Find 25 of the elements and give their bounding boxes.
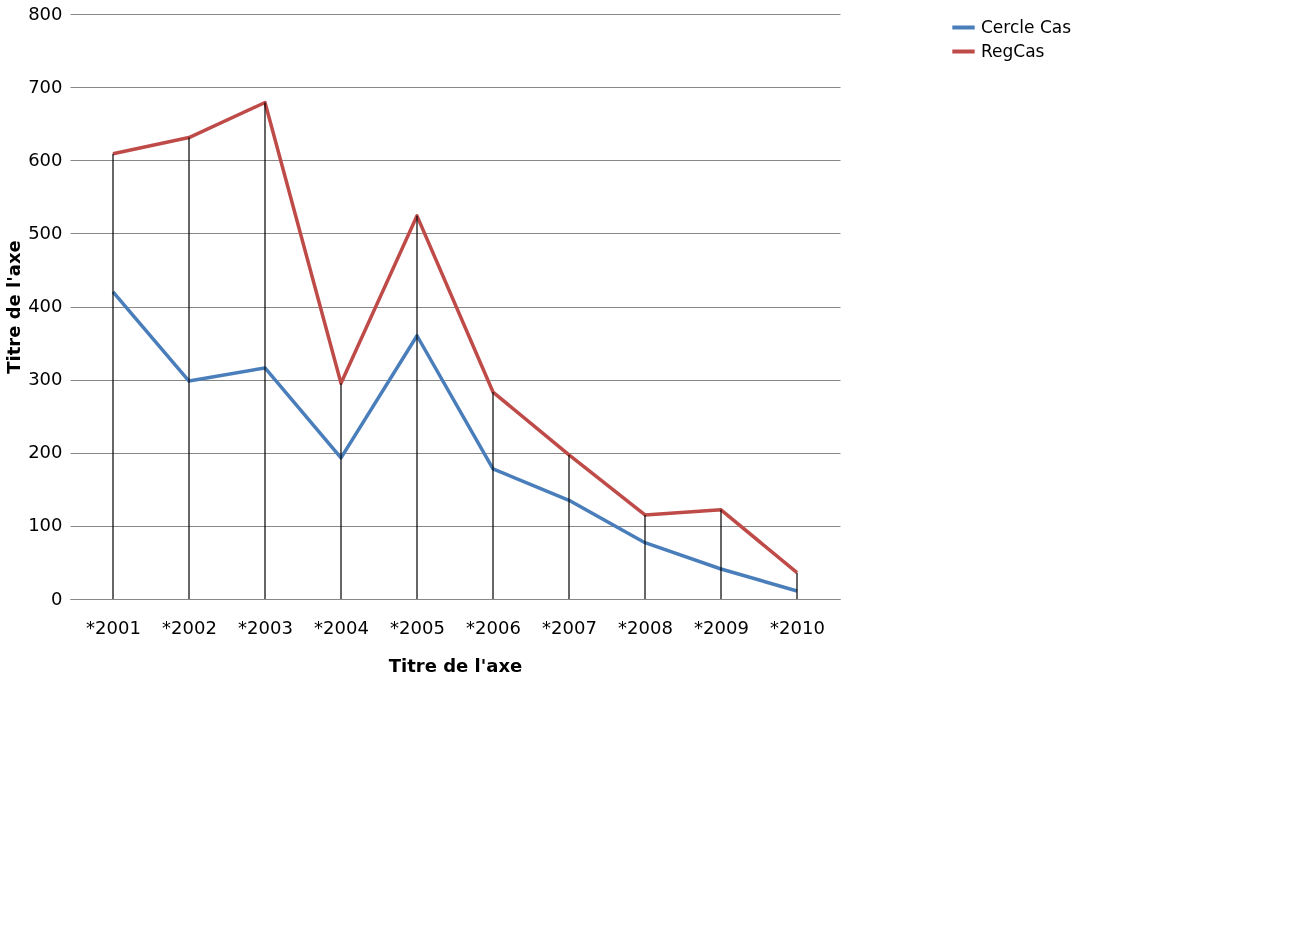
x-axis-title: Titre de l'axe: [388, 654, 523, 676]
y-tick-label: 200: [28, 441, 63, 463]
y-tick-label: 400: [28, 295, 63, 316]
y-tick-label: 100: [28, 514, 63, 536]
y-tick-label: 300: [28, 368, 63, 390]
line-series: [111, 100, 799, 575]
line-series: [111, 290, 799, 593]
y-tick-label: 500: [28, 221, 63, 243]
y-axis-title: Titre de l'axe: [3, 240, 25, 374]
x-tick-label: *2008: [618, 616, 673, 638]
x-tick-label: *2003: [238, 616, 293, 638]
x-tick-label: *2007: [542, 616, 597, 638]
x-tick-label: *2009: [694, 616, 749, 638]
x-tick-label: *2004: [314, 616, 369, 638]
y-tick-label: 600: [28, 148, 63, 170]
x-tick-label: *2010: [770, 616, 825, 638]
x-tick-label: *2002: [162, 616, 217, 638]
x-tick-label: *2001: [86, 616, 141, 638]
y-tick-label: 0: [51, 587, 63, 609]
x-tick-label: *2005: [390, 616, 445, 638]
x-tick-label: *2006: [466, 616, 521, 638]
legend-label: Cercle Cas: [981, 16, 1072, 37]
y-tick-label: 700: [28, 75, 63, 97]
y-tick-label: 800: [28, 2, 63, 24]
legend-label: RegCas: [981, 40, 1045, 61]
